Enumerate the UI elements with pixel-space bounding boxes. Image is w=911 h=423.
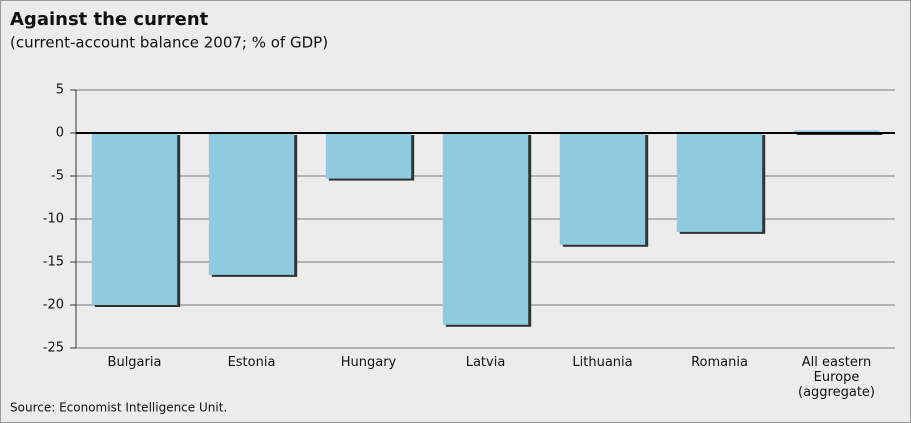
x-tick-label: Bulgaria [107,355,162,370]
x-tick-label: Latvia [465,355,506,370]
y-tick-label: -15 [43,255,64,270]
x-tick-label: Romania [691,355,748,370]
bar [676,133,763,232]
x-tick-label: All eastern Europe (aggregate) [798,355,875,400]
y-tick-label: -20 [43,298,64,313]
x-tick-label: Hungary [340,355,397,370]
y-tick-label: 0 [56,126,64,141]
chart-title: Against the current [10,9,209,30]
bar [91,133,178,305]
bar [325,133,412,179]
x-tick-label: Estonia [227,355,276,370]
bar [208,133,295,275]
bar [559,133,646,245]
bar [442,133,529,325]
y-tick-label: -10 [43,212,64,227]
y-tick-label: -25 [43,341,64,356]
chart-subtitle: (current-account balance 2007; % of GDP) [10,34,328,52]
bar [793,130,880,133]
x-tick-label: Lithuania [572,355,633,370]
y-tick-label: -5 [51,169,64,184]
y-tick-label: 5 [56,83,64,98]
source: Source: Economist Intelligence Unit. [10,401,227,415]
